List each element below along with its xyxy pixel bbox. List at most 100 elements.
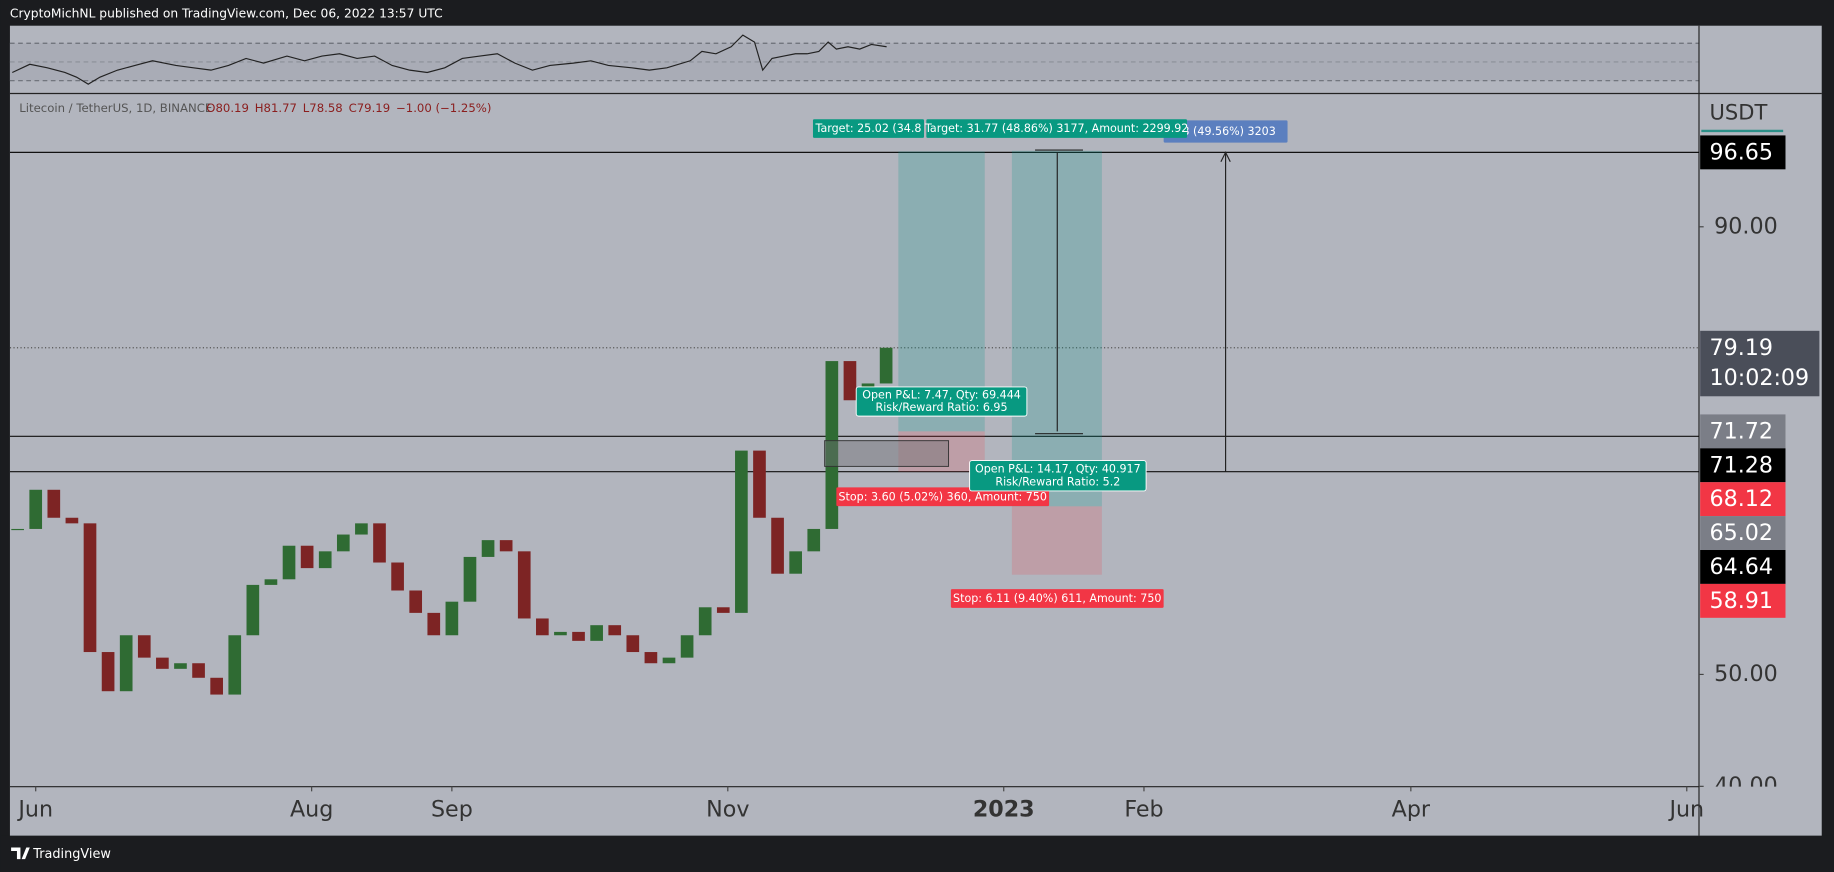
chart-background xyxy=(9,25,1822,836)
y-tick-label: 90.00 xyxy=(1714,213,1778,239)
brand-logo xyxy=(11,847,30,860)
candle-body xyxy=(391,562,404,591)
candle-body xyxy=(789,551,802,574)
pnl-label: Open P&L: 14.17, Qty: 40.917 xyxy=(975,463,1141,476)
price-label: 96.65 xyxy=(1710,139,1774,165)
candle-body xyxy=(481,540,495,557)
stop-label-bg xyxy=(950,589,1164,608)
candle-body xyxy=(228,635,242,695)
candle-body xyxy=(644,652,658,664)
target-label: Target: 31.77 (48.86%) 3177, Amount: 229… xyxy=(924,122,1188,135)
price-label-bg xyxy=(1700,135,1786,170)
stop-label: Stop: 3.60 (5.02%) 360, Amount: 750 xyxy=(839,490,1047,503)
price-label: 65.02 xyxy=(1710,520,1774,546)
annotations: 03 (49.56%) 3203 Target: 25.02 (34.8 Stop:… xyxy=(812,119,1288,608)
y-tick-label: 50.00 xyxy=(1714,661,1778,687)
candle-body xyxy=(210,677,223,695)
zone-box xyxy=(824,440,950,467)
candle-body xyxy=(355,523,368,535)
price-label: 58.91 xyxy=(1710,588,1774,614)
x-tick-label: Nov xyxy=(706,797,749,823)
candle-body xyxy=(192,663,205,678)
candle-body xyxy=(156,657,169,669)
candle-body xyxy=(336,534,350,552)
price-label-bg xyxy=(1700,414,1786,449)
candle-body xyxy=(83,523,97,653)
price-label: 64.64 xyxy=(1710,554,1774,580)
legend-value: O80.19 xyxy=(206,101,249,115)
pnl-label-bg xyxy=(969,460,1147,492)
rsi-line xyxy=(12,34,887,85)
candle-body xyxy=(119,635,133,692)
pnl-label: Risk/Reward Ratio: 5.2 xyxy=(995,475,1120,488)
target-zone xyxy=(898,151,985,432)
x-tick-label: Apr xyxy=(1392,797,1431,823)
candle-body xyxy=(662,657,676,664)
x-tick-label: Jun xyxy=(16,797,53,823)
arrow-head xyxy=(1220,151,1231,162)
candle-body xyxy=(698,607,712,636)
candle-body xyxy=(590,625,603,641)
countdown: 10:02:09 xyxy=(1710,365,1810,391)
candle-body xyxy=(626,635,640,653)
candle-body xyxy=(300,545,314,569)
price-label-bg xyxy=(1700,482,1786,517)
candle-body xyxy=(879,347,893,384)
x-tick-label: Feb xyxy=(1124,797,1163,823)
x-tick-label: Aug xyxy=(290,797,333,823)
price-label: 79.19 xyxy=(1710,335,1774,361)
publish-info: CryptoMichNL published on TradingView.co… xyxy=(10,7,443,21)
candle-body xyxy=(572,631,585,641)
candle-body xyxy=(807,528,821,552)
legend-value: H81.77 xyxy=(255,101,297,115)
candle-body xyxy=(11,528,24,531)
candle-body xyxy=(318,551,332,569)
candle-body xyxy=(65,517,79,524)
symbol-title: Litecoin / TetherUS, 1D, BINANCE xyxy=(19,101,212,115)
stop-label-bg xyxy=(836,487,1050,507)
price-label-bg xyxy=(1700,583,1786,618)
pnl-label: Open P&L: 7.47, Qty: 69.444 xyxy=(862,389,1021,402)
y-tick-label: 40.00 xyxy=(1714,773,1778,799)
currency: USDT xyxy=(1710,99,1768,124)
candle-body xyxy=(716,607,730,613)
candle-body xyxy=(101,652,115,692)
footer xyxy=(0,835,1834,872)
price-label: 71.72 xyxy=(1710,418,1774,444)
candle-body xyxy=(771,517,784,574)
candle-body xyxy=(137,635,151,658)
price-pane xyxy=(9,150,1699,695)
candle-body xyxy=(499,540,513,552)
candle-body xyxy=(373,523,386,563)
price-label-bg xyxy=(1700,516,1786,551)
price-label: 68.12 xyxy=(1710,486,1774,512)
price-label-bg xyxy=(1700,448,1786,483)
target-label-bg xyxy=(926,119,1188,138)
x-tick-label: Sep xyxy=(431,797,473,823)
legend-value: −1.00 (−1.25%) xyxy=(396,101,491,115)
candle-body xyxy=(843,361,857,401)
target-label: Target: 25.02 (34.8 xyxy=(815,122,922,135)
x-tick-label: Jun xyxy=(1667,797,1704,823)
candle-body xyxy=(445,601,459,636)
price-label-bg xyxy=(1700,550,1786,584)
candle-body xyxy=(680,635,694,658)
candle-body xyxy=(409,590,423,613)
candle-body xyxy=(246,584,260,636)
price-axis: 90.00 50.00 40.00 96.65 79.19 10:02:09 71.72 71… xyxy=(1698,135,1820,799)
target-label-bg xyxy=(812,119,925,138)
candle-body xyxy=(536,618,549,636)
candle-body xyxy=(463,556,477,602)
projection-label-bg xyxy=(1163,120,1288,143)
stop-zone xyxy=(1011,506,1102,575)
price-label-bg xyxy=(1700,330,1820,397)
x-tick-label: 2023 xyxy=(973,797,1035,823)
candle-body xyxy=(753,450,766,518)
stop-label: Stop: 6.11 (9.40%) 611, Amount: 750 xyxy=(953,592,1161,605)
candle-body xyxy=(47,489,61,518)
candle-body xyxy=(517,551,531,619)
time-axis: Jun Aug Sep Nov 2023 Feb Apr Jun xyxy=(16,786,1704,823)
candle-body xyxy=(282,545,296,580)
